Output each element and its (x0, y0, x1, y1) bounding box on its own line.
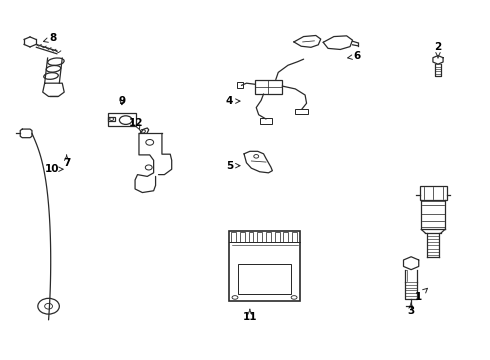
Text: 10: 10 (45, 164, 63, 174)
Text: 6: 6 (347, 51, 361, 61)
Text: 1: 1 (415, 288, 427, 302)
Text: 7: 7 (63, 155, 71, 168)
Bar (295, 109, 308, 114)
Text: 8: 8 (44, 33, 57, 43)
Text: 4: 4 (226, 96, 240, 106)
Text: 5: 5 (226, 161, 240, 171)
Bar (240, 232, 245, 242)
Text: 11: 11 (243, 309, 257, 322)
Bar (292, 232, 297, 242)
Bar (266, 232, 271, 242)
Text: 2: 2 (434, 42, 441, 58)
Bar (255, 80, 282, 94)
Bar (108, 117, 115, 121)
Bar (229, 231, 300, 301)
Text: 12: 12 (129, 118, 144, 130)
Bar (260, 118, 272, 124)
Text: 9: 9 (118, 96, 125, 106)
Bar (283, 232, 288, 242)
Bar (238, 265, 291, 294)
Bar (108, 113, 136, 126)
Text: 3: 3 (408, 303, 415, 316)
Bar (231, 232, 236, 242)
Bar (419, 186, 446, 200)
Bar (248, 232, 253, 242)
Bar (257, 232, 262, 242)
Bar (275, 232, 280, 242)
Bar (237, 82, 243, 88)
